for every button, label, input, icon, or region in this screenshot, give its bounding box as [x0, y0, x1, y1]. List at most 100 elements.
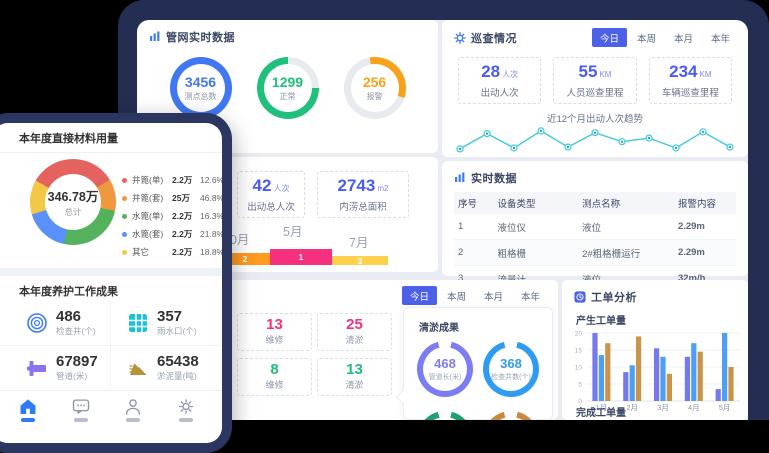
completed-orders-title: 完成工单量	[576, 408, 626, 419]
pipe-realtime-card: 管网实时数据 3456 测点总数 1299 正常 256 报警	[137, 20, 438, 153]
svg-text:10: 10	[575, 364, 583, 371]
workorder-card: 工单分析 产生工单量 0 5 10 15 20 1月 2月 3月 4月 5月 完成工单量	[562, 280, 748, 420]
clock-icon	[574, 291, 586, 303]
maintenance-results-section: 本年度养护工作成果 486 检查井(个) 357 雨水口(个)	[0, 276, 222, 391]
donut-total-label: 总计	[64, 207, 82, 217]
result-inspection-wells: 486 检查井(个)	[0, 301, 110, 346]
dashboard-panel: 管网实时数据 3456 测点总数 1299 正常 256 报警	[137, 20, 748, 420]
nav-settings[interactable]	[177, 398, 195, 443]
nav-label-stub	[126, 418, 141, 422]
svg-text:1月: 1月	[596, 403, 608, 412]
table-row: 2 粗格栅 2#粗格栅运行 2.29m	[454, 239, 736, 266]
stat-total-dispatch: 42 人次 出动总人次	[237, 171, 305, 218]
trend-line-chart	[456, 127, 734, 153]
tab-today[interactable]: 今日	[401, 286, 437, 305]
phone-bottom-nav	[0, 390, 222, 443]
gear-icon	[454, 31, 466, 44]
workorder-panel-title: 工单分析	[591, 292, 637, 304]
nav-profile[interactable]	[124, 398, 142, 443]
callout-title: 清淤成果	[419, 323, 459, 334]
inspection-tabs: 今日 本周 本月 本年	[591, 28, 738, 47]
nav-label-stub	[73, 418, 88, 422]
nav-messages[interactable]	[72, 398, 90, 443]
message-icon	[72, 399, 89, 414]
inspection-panel-title: 巡查情况	[471, 32, 517, 45]
svg-text:0: 0	[578, 398, 582, 405]
ring-label: 测点总数	[184, 92, 217, 101]
rank-bar: 1	[270, 249, 332, 265]
month-label: 7月	[349, 236, 369, 250]
col-seq: 序号	[454, 192, 494, 214]
tab-month[interactable]: 本月	[483, 291, 503, 303]
stat-repair-1: 13 维修	[237, 313, 312, 351]
tab-year[interactable]: 本年	[520, 291, 540, 303]
stat-vehicle-mileage: 234 KM 车辆巡查里程	[648, 57, 732, 104]
col-device: 设备类型	[493, 192, 579, 214]
ring-total-points: 3456 测点总数	[169, 57, 232, 119]
ring-value: 1299	[271, 74, 304, 90]
stat-dispatch-count: 28 人次 出动人次	[458, 57, 542, 104]
stat-flood-area: 2743 m2 内涝总面积	[317, 171, 409, 218]
tab-week[interactable]: 本周	[636, 33, 656, 45]
col-point: 测点名称	[578, 192, 674, 214]
tab-month[interactable]: 本月	[673, 33, 693, 45]
alarm-table: 序号 设备类型 测点名称 报警内容 1 液位仪 液位 2.29m 2 粗格栅 2#粗格…	[454, 192, 736, 292]
month-label: 5月	[283, 225, 303, 239]
bar-chart-icon	[455, 172, 465, 182]
materials-title: 本年度直接材料用量	[0, 123, 222, 153]
nav-label-stub	[178, 418, 193, 422]
legend-item: 其它 2.2万 18.8%	[122, 243, 222, 261]
legend-item: 水篦(单) 2.2万 16.3%	[122, 207, 222, 225]
tab-year[interactable]: 本年	[710, 33, 730, 45]
ring-pipe-length: 468 管道长(米)	[417, 341, 473, 397]
nav-home[interactable]	[19, 398, 37, 443]
work-tabs: 今日 本周 本月 本年	[401, 286, 548, 305]
result-pipeline: 67897 管道(米)	[0, 346, 110, 391]
legend-item: 井篦(套) 25万 46.8%	[122, 189, 222, 207]
ring-label: 报警	[366, 92, 383, 101]
ring-partial-green	[417, 411, 473, 420]
settings-gear-icon	[178, 399, 193, 414]
manhole-icon	[27, 313, 47, 333]
result-sludge: 65438 淤泥量(吨)	[110, 346, 222, 391]
stat-person-mileage: 55 KM 人员巡查里程	[553, 57, 637, 104]
ring-label: 正常	[279, 92, 296, 101]
tab-week[interactable]: 本周	[446, 291, 466, 303]
svg-text:2月: 2月	[626, 403, 638, 412]
rank-bar: 2	[220, 253, 270, 265]
stat-dredge-1: 25 清淤	[317, 313, 392, 351]
svg-text:20: 20	[575, 330, 583, 337]
table-row: 1 液位仪 液位 2.29m	[454, 214, 736, 240]
col-alarm: 报警内容	[673, 192, 736, 214]
bar-chart-icon	[150, 31, 160, 41]
section-divider	[0, 268, 222, 276]
svg-text:4月: 4月	[688, 403, 700, 412]
svg-text:15: 15	[575, 347, 583, 354]
rank-bar: 3	[332, 256, 388, 266]
ring-value: 3456	[184, 74, 217, 90]
ring-partial-orange	[483, 411, 539, 420]
rain-inlet-icon	[129, 314, 147, 332]
stat-repair-2: 8 维修	[237, 358, 312, 396]
stat-dredge-2: 13 清淤	[317, 358, 392, 396]
phone-mockup: 本年度直接材料用量 346.78万 总计 井篦(单) 2.2万 12.6% 井篦(套…	[0, 113, 232, 453]
month-ranking-bars: 2 1 3	[220, 249, 388, 266]
home-icon	[20, 399, 36, 414]
legend-item: 井篦(单) 2.2万 12.6%	[122, 171, 222, 189]
materials-donut-chart: 346.78万 总计	[30, 159, 116, 245]
svg-text:3月: 3月	[657, 403, 669, 412]
materials-section: 本年度直接材料用量 346.78万 总计 井篦(单) 2.2万 12.6% 井篦(套…	[0, 123, 222, 276]
legend-item: 水篦(套) 2.2万 21.8%	[122, 225, 222, 243]
inspection-card: 巡查情况 今日 本周 本月 本年 28 人次 出动人次 55 KM 人员巡查里程 2…	[442, 20, 748, 157]
results-title: 本年度养护工作成果	[19, 286, 118, 298]
generated-orders-title: 产生工单量	[576, 316, 626, 327]
svg-text:5月: 5月	[719, 403, 731, 412]
sludge-icon	[129, 363, 147, 375]
profile-icon	[126, 399, 141, 415]
donut-total-value: 346.78万	[47, 190, 99, 204]
ring-well-count: 368 检查井数(个)	[483, 341, 539, 397]
materials-legend: 井篦(单) 2.2万 12.6% 井篦(套) 25万 46.8% 水篦(单) 2.2万 16…	[122, 171, 222, 261]
result-rain-inlets: 357 雨水口(个)	[110, 301, 222, 346]
ring-alarm: 256 报警	[343, 57, 406, 119]
tab-today[interactable]: 今日	[591, 28, 627, 47]
